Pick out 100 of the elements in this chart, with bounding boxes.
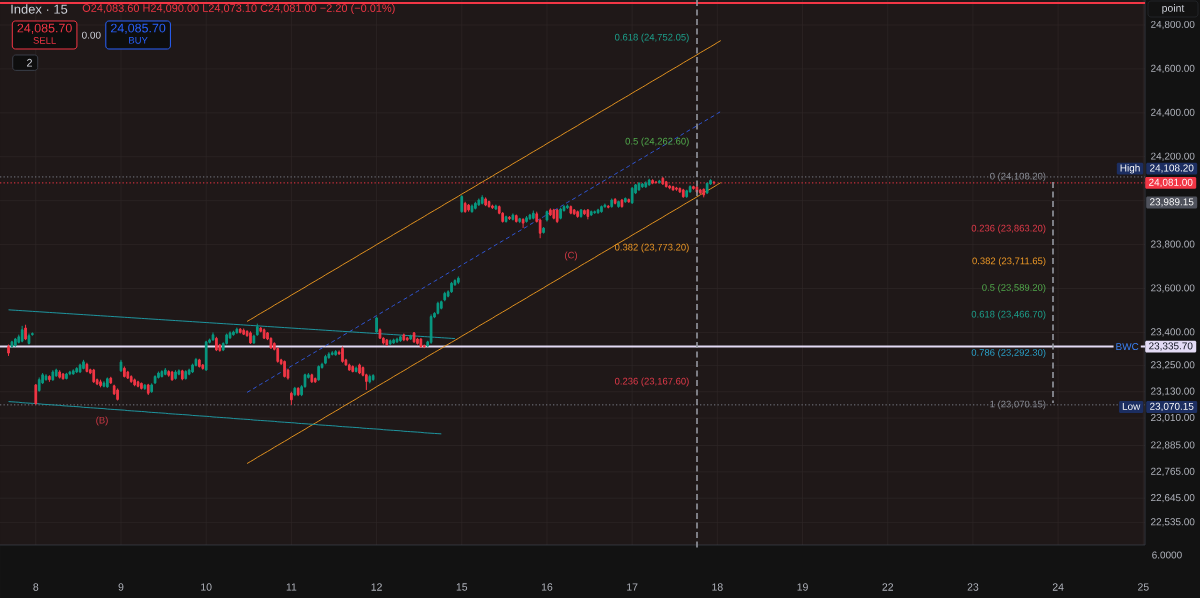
candlestick <box>116 387 119 401</box>
candlestick <box>7 344 10 357</box>
annotation: 0.382 (23,773.20) <box>614 243 689 253</box>
candlestick <box>327 351 331 360</box>
candlestick <box>521 217 525 229</box>
annotation: 1 (23,070.15) <box>990 400 1046 410</box>
candlestick <box>129 374 133 384</box>
candlestick <box>106 376 109 389</box>
x-tick-label: 18 <box>712 583 723 591</box>
annotation: 0 (24,108.20) <box>990 172 1046 182</box>
candlestick <box>54 368 58 378</box>
candlestick <box>368 374 372 384</box>
candlestick <box>48 374 51 383</box>
y-tick-label: 22,535.00 <box>1151 518 1195 527</box>
candlestick <box>262 327 266 340</box>
candlestick <box>51 369 55 382</box>
candlestick <box>583 208 586 216</box>
y-tick-label: 24,400.00 <box>1151 108 1195 117</box>
candlestick <box>688 184 692 194</box>
candlestick <box>146 383 150 396</box>
candlestick <box>494 204 498 211</box>
candlestick <box>491 204 494 210</box>
candlestick <box>572 208 576 216</box>
ref-line-label: 23,335.70 <box>1149 342 1193 351</box>
y-tick-label: 24,800.00 <box>1151 20 1195 30</box>
annotation: High <box>1120 164 1140 174</box>
candlestick <box>177 368 181 376</box>
candlestick <box>232 330 235 337</box>
candlestick <box>44 373 48 382</box>
candlestick <box>460 194 464 214</box>
candlestick <box>242 327 246 336</box>
y-tick-label: 23,130.00 <box>1151 387 1195 396</box>
candlestick <box>10 340 14 349</box>
candlestick <box>150 382 154 394</box>
candlestick <box>525 215 528 224</box>
candlestick <box>603 203 607 209</box>
text: 24,108.20 <box>1150 164 1194 173</box>
candlestick <box>34 383 38 405</box>
candlestick <box>705 181 709 195</box>
candlestick <box>508 215 511 221</box>
candlestick <box>484 196 487 207</box>
candlestick <box>198 358 201 369</box>
candlestick <box>395 337 399 344</box>
candlestick <box>620 198 624 209</box>
candlestick <box>13 337 17 348</box>
candlestick <box>610 197 614 209</box>
candlestick <box>457 275 460 285</box>
candlestick <box>24 324 27 341</box>
y-tick-label: 22,645.00 <box>1151 494 1195 503</box>
candlestick <box>324 354 327 365</box>
candlestick <box>712 180 716 186</box>
x-tick-label: 16 <box>541 583 553 591</box>
candlestick <box>180 369 184 381</box>
candlestick <box>409 334 412 341</box>
candlestick <box>600 205 603 214</box>
candlestick <box>559 207 562 220</box>
candlestick <box>681 188 685 199</box>
x-tick-label: 15 <box>456 583 468 591</box>
annotation: (B) <box>96 416 108 426</box>
candlestick <box>102 380 106 388</box>
x-tick-label: 23 <box>967 583 979 591</box>
candlestick <box>463 201 467 214</box>
candlestick <box>215 336 218 352</box>
candlestick <box>388 338 392 346</box>
candlestick <box>276 346 280 364</box>
candlestick <box>542 226 545 235</box>
candlestick <box>647 178 651 187</box>
candlestick <box>685 189 689 199</box>
annotation: SELL <box>33 37 56 44</box>
candlestick <box>126 370 130 380</box>
candlestick <box>163 367 167 376</box>
candlestick <box>160 369 164 378</box>
candlestick <box>82 359 85 370</box>
annotation: 24,085.70 <box>17 23 72 34</box>
candlestick <box>351 364 355 373</box>
candlestick <box>692 185 695 191</box>
candlestick <box>429 313 433 345</box>
candlestick <box>576 210 579 219</box>
y-tick-label: 23,400.00 <box>1151 328 1195 337</box>
annotation: 0.236 (23,167.60) <box>614 377 689 387</box>
candlestick <box>702 187 706 198</box>
text: 23,070.15 <box>1150 402 1194 412</box>
y-tick-label: 22,885.00 <box>1151 441 1195 450</box>
candlestick <box>375 316 378 334</box>
x-tick-label: 17 <box>627 583 638 591</box>
candlestick <box>78 363 82 374</box>
candlestick <box>334 349 338 357</box>
x-tick-label: 19 <box>797 583 808 591</box>
candlestick <box>211 331 215 342</box>
candlestick <box>296 386 300 397</box>
y-tick-label: 23,800.00 <box>1151 240 1195 249</box>
candlestick <box>439 300 443 310</box>
candlestick <box>269 336 273 350</box>
candlestick <box>470 203 474 214</box>
candlestick <box>174 369 177 381</box>
candlestick <box>201 363 205 371</box>
candlestick <box>402 333 406 342</box>
candlestick <box>341 345 344 364</box>
candlestick <box>419 337 423 349</box>
candlestick <box>71 368 75 376</box>
